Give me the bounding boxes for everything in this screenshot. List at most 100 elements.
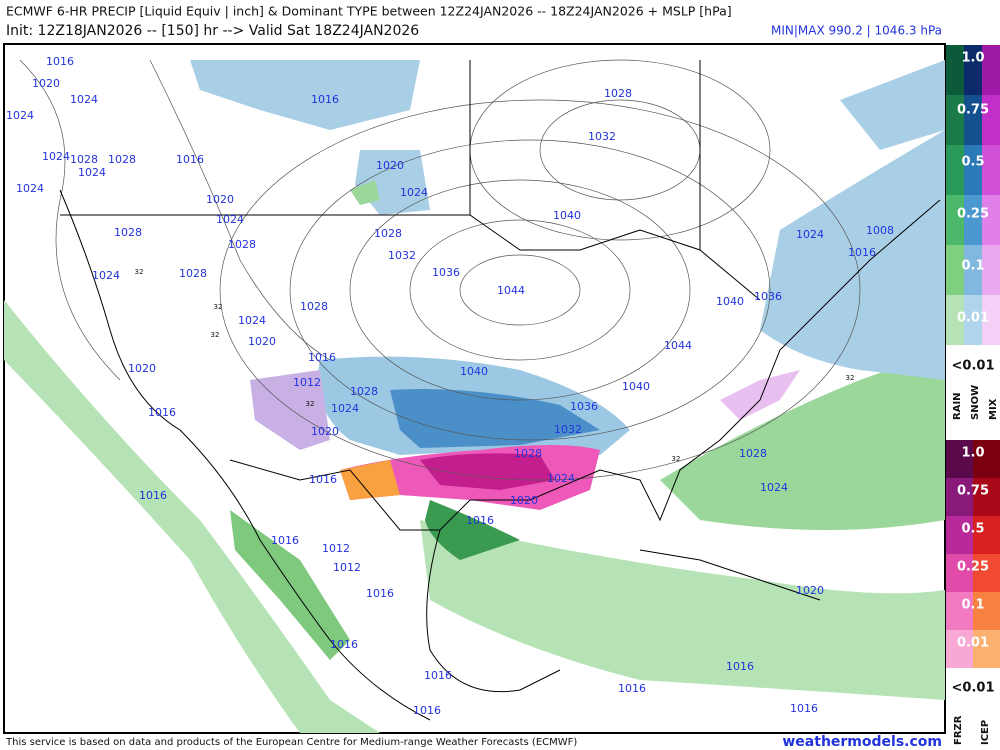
freezing-label: 32: [135, 268, 144, 276]
isobar-label: 1020: [248, 335, 276, 348]
isobar-label: 1016: [330, 638, 358, 651]
isobar-label: 1028: [70, 153, 98, 166]
snow-column: [964, 45, 982, 345]
isobar-label: 1016: [790, 702, 818, 715]
ice-legend-type: FRZR: [953, 715, 964, 745]
isobar-label: 1016: [148, 406, 176, 419]
isobar-label: 1040: [622, 380, 650, 393]
ice-legend-level: 0.25: [957, 560, 989, 575]
legend-level: 0.1: [961, 259, 984, 274]
isobar-label: 1012: [322, 542, 350, 555]
freezing-label: 32: [306, 400, 315, 408]
isobar-label: 1028: [300, 300, 328, 313]
subtitle: Init: 12Z18JAN2026 -- [150] hr --> Valid…: [6, 23, 419, 39]
ice-legend-level: 0.1: [961, 598, 984, 613]
isobar-label: 1040: [716, 295, 744, 308]
isobar-label: 1036: [432, 266, 460, 279]
isobar-label: 1024: [796, 228, 824, 241]
isobar-label: 1020: [206, 193, 234, 206]
legend: [946, 45, 1000, 668]
mix-column: [982, 45, 1000, 345]
legend-below: <0.01: [952, 359, 995, 374]
legend-level: 0.5: [961, 155, 984, 170]
isobar-label: 1024: [70, 93, 98, 106]
title: ECMWF 6-HR PRECIP [Liquid Equiv | inch] …: [6, 4, 732, 19]
icep-column: [973, 440, 1000, 668]
footer-site: weathermodels.com: [782, 734, 942, 750]
ice-legend-level: 0.75: [957, 484, 989, 499]
freezing-label: 32: [846, 374, 855, 382]
map: [3, 43, 946, 734]
isobar-label: 1024: [16, 182, 44, 195]
isobar-label: 1028: [228, 238, 256, 251]
isobar-label: 1016: [424, 669, 452, 682]
isobar-label: 1028: [374, 227, 402, 240]
isobar-label: 1040: [553, 209, 581, 222]
isobar-label: 1024: [760, 481, 788, 494]
isobar-label: 1020: [32, 77, 60, 90]
legend-type: MIX: [988, 398, 999, 420]
legend-level: 0.25: [957, 207, 989, 222]
isobar-label: 1016: [413, 704, 441, 717]
isobar-label: 1024: [42, 150, 70, 163]
isobar-label: 1024: [216, 213, 244, 226]
isobar-label: 1028: [108, 153, 136, 166]
isobar-label: 1020: [311, 425, 339, 438]
isobar-label: 1020: [510, 494, 538, 507]
footer-credit: This service is based on data and produc…: [5, 737, 577, 748]
legend-level: 1.0: [961, 51, 984, 66]
freezing-label: 32: [214, 303, 223, 311]
isobar-label: 1016: [46, 55, 74, 68]
freezing-label: 32: [672, 455, 681, 463]
isobar-label: 1016: [176, 153, 204, 166]
isobar-label: 1016: [308, 351, 336, 364]
freezing-label: 32: [211, 331, 220, 339]
isobar-label: 1012: [333, 561, 361, 574]
isobar-label: 1020: [376, 159, 404, 172]
isobar-label: 1008: [866, 224, 894, 237]
isobar-label: 1040: [460, 365, 488, 378]
rain-column: [946, 45, 964, 345]
isobar-label: 1024: [400, 186, 428, 199]
legend-type: SNOW: [970, 385, 981, 420]
isobar-label: 1016: [726, 660, 754, 673]
isobar-label: 1012: [293, 376, 321, 389]
isobar-label: 1032: [388, 249, 416, 262]
isobar-label: 1024: [547, 472, 575, 485]
ice-legend-type: ICEP: [980, 720, 991, 745]
isobar-label: 1028: [114, 226, 142, 239]
isobar-label: 1036: [754, 290, 782, 303]
isobar-label: 1028: [739, 447, 767, 460]
isobar-label: 1016: [848, 246, 876, 259]
isobar-label: 1028: [350, 385, 378, 398]
isobar-label: 1020: [796, 584, 824, 597]
isobar-label: 1016: [311, 93, 339, 106]
ice-legend-level: 0.5: [961, 522, 984, 537]
isobar-label: 1024: [331, 402, 359, 415]
isobar-label: 1016: [309, 473, 337, 486]
isobar-label: 1016: [271, 534, 299, 547]
isobar-label: 1024: [6, 109, 34, 122]
isobar-label: 1024: [92, 269, 120, 282]
minmax: MIN|MAX 990.2 | 1046.3 hPa: [771, 24, 942, 38]
isobar-label: 1024: [78, 166, 106, 179]
isobar-label: 1028: [514, 447, 542, 460]
isobar-label: 1036: [570, 400, 598, 413]
isobar-label: 1028: [604, 87, 632, 100]
ice-legend-below: <0.01: [952, 681, 995, 696]
isobar-label: 1032: [588, 130, 616, 143]
ice-legend-level: 0.01: [957, 636, 989, 651]
frzr-column: [946, 440, 973, 668]
isobar-label: 1016: [618, 682, 646, 695]
isobar-label: 1044: [497, 284, 525, 297]
isobar-label: 1016: [466, 514, 494, 527]
isobar-label: 1032: [554, 423, 582, 436]
isobar-label: 1044: [664, 339, 692, 352]
isobar-label: 1016: [139, 489, 167, 502]
isobar-label: 1020: [128, 362, 156, 375]
legend-type: RAIN: [952, 392, 963, 420]
isobar-label: 1016: [366, 587, 394, 600]
legend-level: 0.75: [957, 103, 989, 118]
legend-level: 0.01: [957, 311, 989, 326]
